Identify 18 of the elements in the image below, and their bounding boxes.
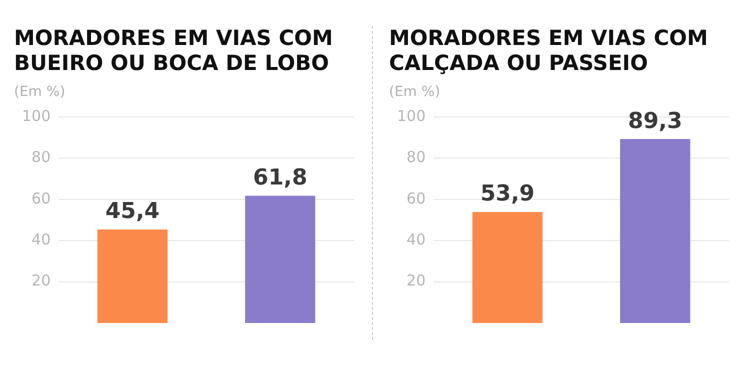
y-tick-label: 20 [32,272,51,290]
y-tick-label: 20 [406,272,426,290]
y-tick-label: 40 [32,230,51,248]
y-tick-label: 60 [406,189,426,208]
data-label: 61,8 [253,165,308,190]
chart-subtitle: (Em %) [389,84,442,100]
y-tick-label: 40 [406,230,426,248]
data-label: 53,9 [480,182,535,207]
y-tick-label: 80 [406,148,426,166]
y-tick-label: 80 [32,148,51,166]
chart-title: MORADORES EM VIAS COM CALÇADA OU PASSEIO [389,26,709,77]
y-tick-label: 60 [32,189,51,208]
y-tick-label: 100 [22,106,51,125]
chart-title: MORADORES EM VIAS COM BUEIRO OU BOCA DE LOBO [14,26,334,77]
chart-subtitle: (Em %) [14,84,66,100]
data-label: 89,3 [628,108,682,134]
y-tick-label: 100 [396,106,426,125]
data-label: 45,4 [105,199,160,224]
